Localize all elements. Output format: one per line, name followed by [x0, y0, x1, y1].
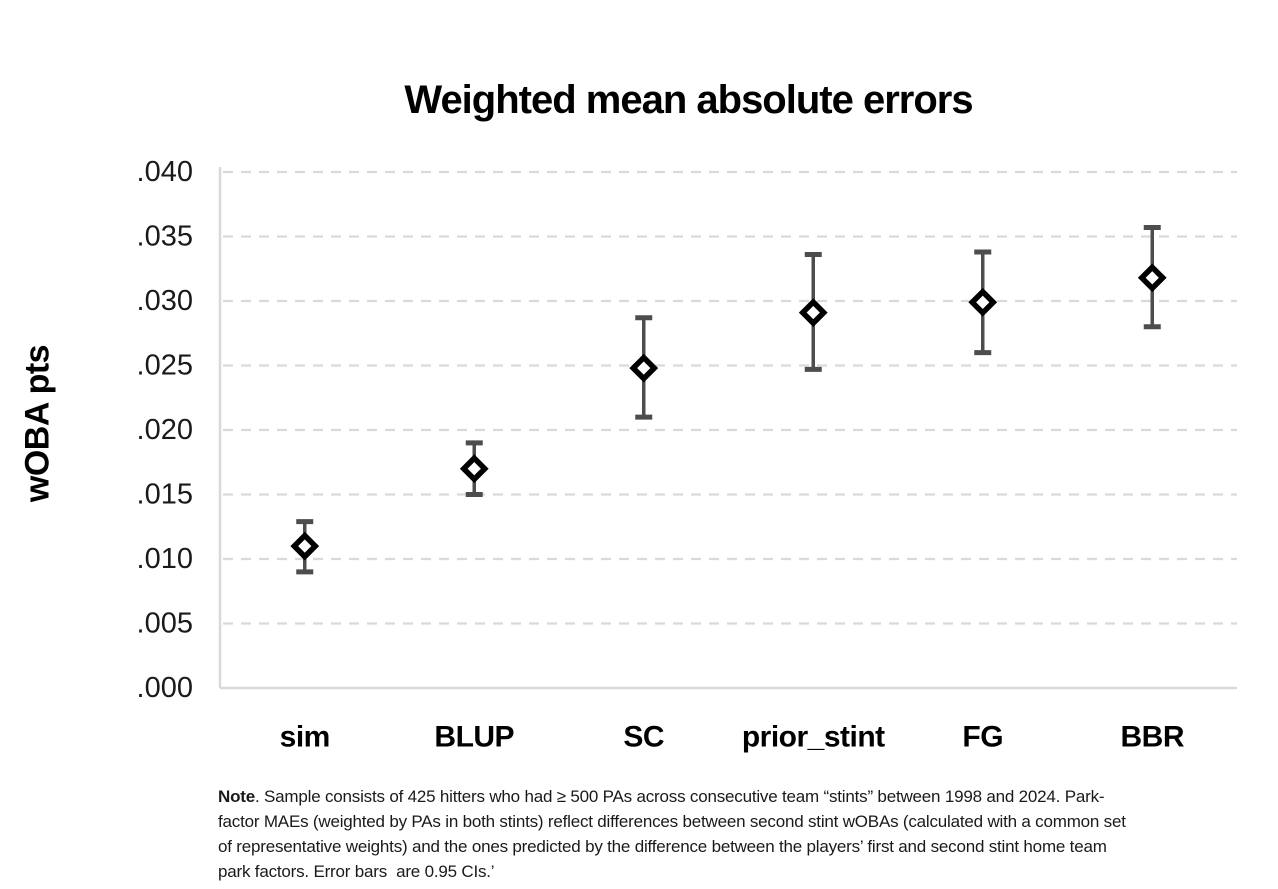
x-category-label: SC: [623, 721, 664, 754]
x-category-label: FG: [962, 721, 1003, 754]
y-tick-label: .030: [137, 285, 193, 317]
x-category-label: BLUP: [434, 721, 514, 754]
note-line-4: park factors. Error bars are 0.95 CIs.’: [218, 862, 495, 881]
note-line-1: Note. Sample consists of 425 hitters who…: [218, 784, 1248, 809]
y-tick-label: .010: [137, 543, 193, 575]
note-line-2: factor MAEs (weighted by PAs in both sti…: [218, 812, 1126, 831]
data-point-marker: [290, 531, 320, 561]
y-tick-label: .020: [137, 414, 193, 446]
note-block: Note. Sample consists of 425 hitters who…: [218, 784, 1248, 884]
note-line-3: of representative weights) and the ones …: [218, 837, 1107, 856]
x-category-label: sim: [280, 721, 330, 754]
y-tick-label: .005: [137, 608, 193, 640]
data-point-marker: [629, 353, 659, 383]
data-point-marker: [1137, 263, 1167, 293]
chart-title: Weighted mean absolute errors: [404, 78, 973, 122]
note-line-1-text: . Sample consists of 425 hitters who had…: [254, 787, 1105, 806]
data-point-marker: [968, 287, 998, 317]
data-point-marker: [798, 298, 828, 327]
chart-canvas: .000 .005 .010 .015 .020 .025 .030 .035 .040 sim B…: [137, 156, 1237, 754]
y-tick-label: .000: [137, 672, 193, 704]
y-tick-label: .040: [137, 156, 193, 188]
y-tick-label: .015: [137, 479, 193, 511]
y-tick-label: .025: [137, 350, 193, 382]
note-label: Note: [218, 787, 255, 806]
y-tick-label: .035: [137, 221, 193, 253]
x-category-label: BBR: [1121, 721, 1185, 754]
x-category-label: prior_stint: [742, 721, 885, 754]
data-point-marker: [459, 454, 489, 484]
